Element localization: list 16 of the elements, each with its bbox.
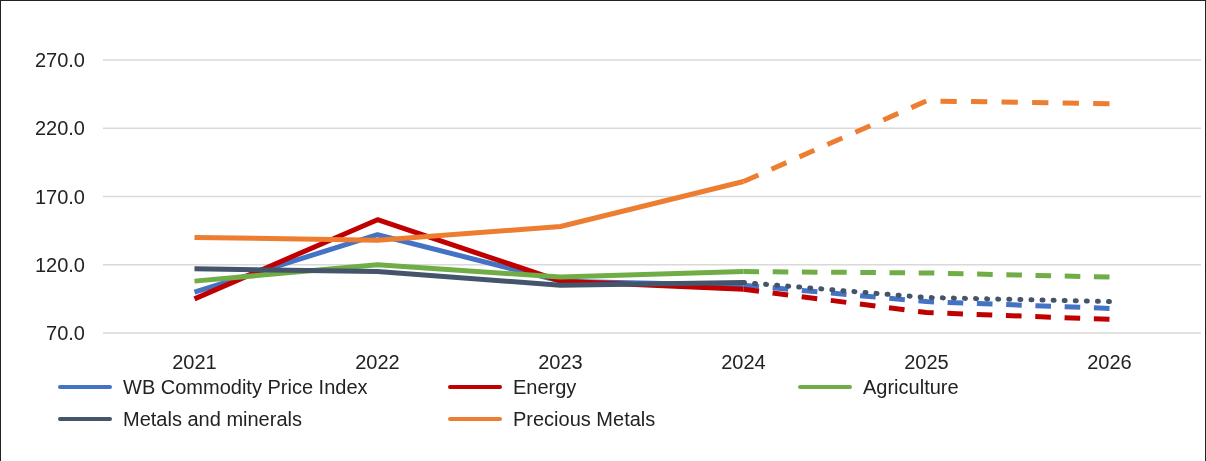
- x-tick-label: 2024: [721, 351, 766, 373]
- y-tick-label: 270.0: [34, 49, 85, 71]
- x-tick-label: 2021: [172, 351, 217, 373]
- y-tick-label: 170.0: [34, 185, 85, 208]
- legend-label: Energy: [513, 376, 577, 398]
- x-tick-label: 2022: [355, 351, 400, 373]
- y-tick-label: 120.0: [34, 253, 85, 276]
- x-tick-label: 2023: [538, 351, 583, 373]
- legend-label: Metals and minerals: [123, 408, 302, 430]
- legend-label: WB Commodity Price Index: [123, 376, 368, 398]
- y-tick-label: 220.0: [34, 117, 85, 140]
- x-tick-label: 2026: [1087, 351, 1132, 373]
- x-tick-label: 2025: [904, 351, 949, 373]
- y-tick-label: 70.0: [46, 322, 85, 344]
- legend-label: Agriculture: [863, 376, 959, 398]
- legend-label: Precious Metals: [513, 408, 656, 430]
